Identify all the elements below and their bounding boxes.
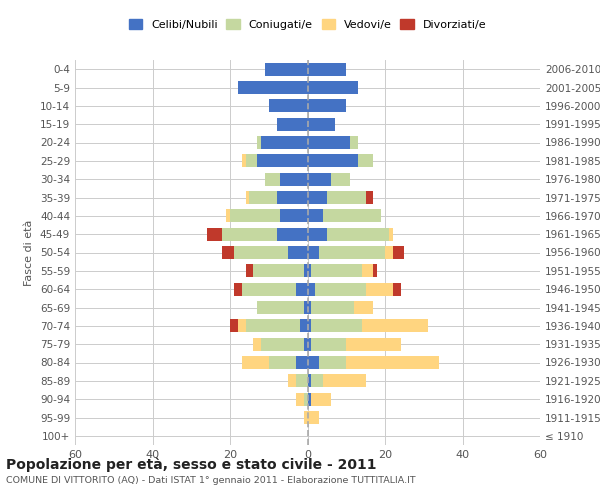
Bar (393, 283, 401, 296)
Bar (308, 411, 319, 424)
Bar (308, 118, 335, 130)
Bar (245, 154, 257, 167)
Bar (308, 191, 327, 204)
Bar (308, 81, 358, 94)
Bar (311, 264, 362, 277)
Bar (308, 100, 346, 112)
Bar (230, 320, 238, 332)
Bar (277, 191, 308, 204)
Bar (304, 301, 308, 314)
Bar (234, 283, 242, 296)
Bar (257, 154, 308, 167)
Bar (308, 173, 331, 186)
Bar (311, 338, 346, 350)
Y-axis label: Fasce di età: Fasce di età (25, 220, 34, 286)
Bar (265, 63, 308, 76)
Bar (308, 356, 319, 369)
Bar (389, 228, 393, 240)
Bar (304, 411, 308, 424)
Bar (308, 136, 350, 149)
Bar (234, 246, 288, 259)
Bar (296, 356, 308, 369)
Bar (304, 393, 308, 406)
Bar (362, 320, 428, 332)
Bar (269, 100, 308, 112)
Bar (242, 154, 245, 167)
Bar (296, 283, 308, 296)
Bar (277, 228, 308, 240)
Bar (304, 264, 308, 277)
Bar (288, 374, 296, 387)
Bar (238, 81, 308, 94)
Bar (238, 320, 245, 332)
Bar (257, 136, 261, 149)
Bar (319, 356, 346, 369)
Bar (308, 246, 319, 259)
Bar (296, 393, 304, 406)
Bar (323, 374, 365, 387)
Bar (354, 301, 373, 314)
Bar (242, 356, 269, 369)
Bar (253, 338, 261, 350)
Bar (308, 301, 311, 314)
Bar (230, 210, 280, 222)
Bar (308, 393, 311, 406)
Bar (315, 283, 365, 296)
Bar (308, 283, 315, 296)
Bar (222, 228, 277, 240)
Bar (323, 210, 381, 222)
Bar (261, 136, 308, 149)
Bar (296, 374, 308, 387)
Bar (346, 338, 401, 350)
Bar (358, 154, 373, 167)
Bar (308, 210, 323, 222)
Bar (327, 228, 389, 240)
Bar (319, 246, 385, 259)
Bar (245, 264, 253, 277)
Bar (373, 264, 377, 277)
Bar (242, 283, 296, 296)
Bar (308, 320, 311, 332)
Bar (385, 246, 393, 259)
Bar (350, 136, 358, 149)
Bar (331, 173, 350, 186)
Bar (261, 338, 304, 350)
Bar (393, 246, 404, 259)
Bar (280, 173, 308, 186)
Bar (308, 228, 327, 240)
Bar (245, 191, 250, 204)
Bar (222, 246, 234, 259)
Bar (269, 356, 296, 369)
Bar (311, 393, 331, 406)
Bar (253, 264, 304, 277)
Bar (226, 210, 230, 222)
Bar (362, 264, 373, 277)
Bar (311, 320, 362, 332)
Bar (308, 154, 358, 167)
Bar (250, 191, 277, 204)
Text: COMUNE DI VITTORITO (AQ) - Dati ISTAT 1° gennaio 2011 - Elaborazione TUTTITALIA.: COMUNE DI VITTORITO (AQ) - Dati ISTAT 1°… (6, 476, 416, 485)
Bar (304, 338, 308, 350)
Bar (308, 63, 346, 76)
Legend: Celibi/Nubili, Coniugati/e, Vedovi/e, Divorziati/e: Celibi/Nubili, Coniugati/e, Vedovi/e, Di… (125, 16, 490, 33)
Text: Popolazione per età, sesso e stato civile - 2011: Popolazione per età, sesso e stato civil… (6, 458, 377, 472)
Bar (311, 301, 354, 314)
Bar (311, 374, 323, 387)
Bar (277, 118, 308, 130)
Bar (308, 264, 311, 277)
Bar (207, 228, 222, 240)
Bar (365, 283, 393, 296)
Bar (346, 356, 439, 369)
Bar (365, 191, 373, 204)
Bar (327, 191, 365, 204)
Bar (257, 301, 304, 314)
Bar (308, 338, 311, 350)
Bar (280, 210, 308, 222)
Bar (265, 173, 280, 186)
Bar (288, 246, 308, 259)
Bar (245, 320, 300, 332)
Bar (308, 374, 311, 387)
Bar (300, 320, 308, 332)
